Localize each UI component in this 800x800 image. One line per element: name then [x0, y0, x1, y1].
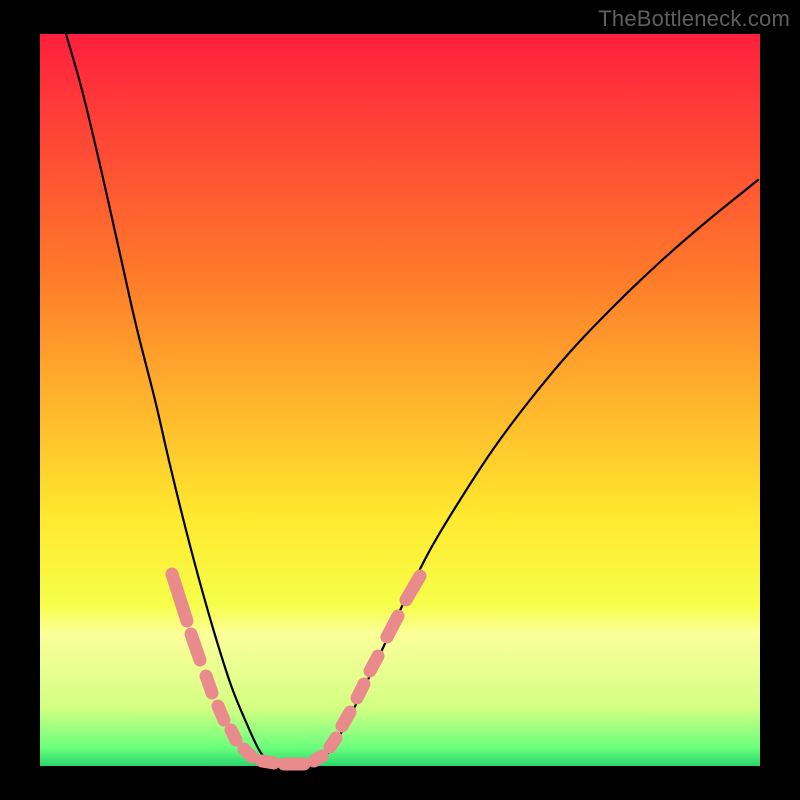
bead-segment	[218, 706, 224, 720]
figure-frame: TheBottleneck.com	[0, 0, 800, 800]
bead-segment	[357, 684, 364, 698]
curve-layer	[0, 0, 800, 800]
v-curve-path	[66, 34, 758, 764]
bead-segment	[231, 730, 236, 740]
bead-segment	[330, 738, 336, 747]
bead-segment	[314, 756, 322, 761]
bead-segment	[406, 576, 420, 600]
bead-segment	[370, 656, 378, 671]
bead-segment	[342, 712, 350, 726]
bead-segment	[206, 676, 212, 693]
bead-segment	[262, 761, 274, 763]
bead-segment	[191, 634, 200, 660]
bead-segment	[172, 574, 187, 621]
bead-highlight-group	[172, 574, 420, 764]
bead-segment	[244, 749, 252, 757]
bead-segment	[387, 616, 398, 637]
